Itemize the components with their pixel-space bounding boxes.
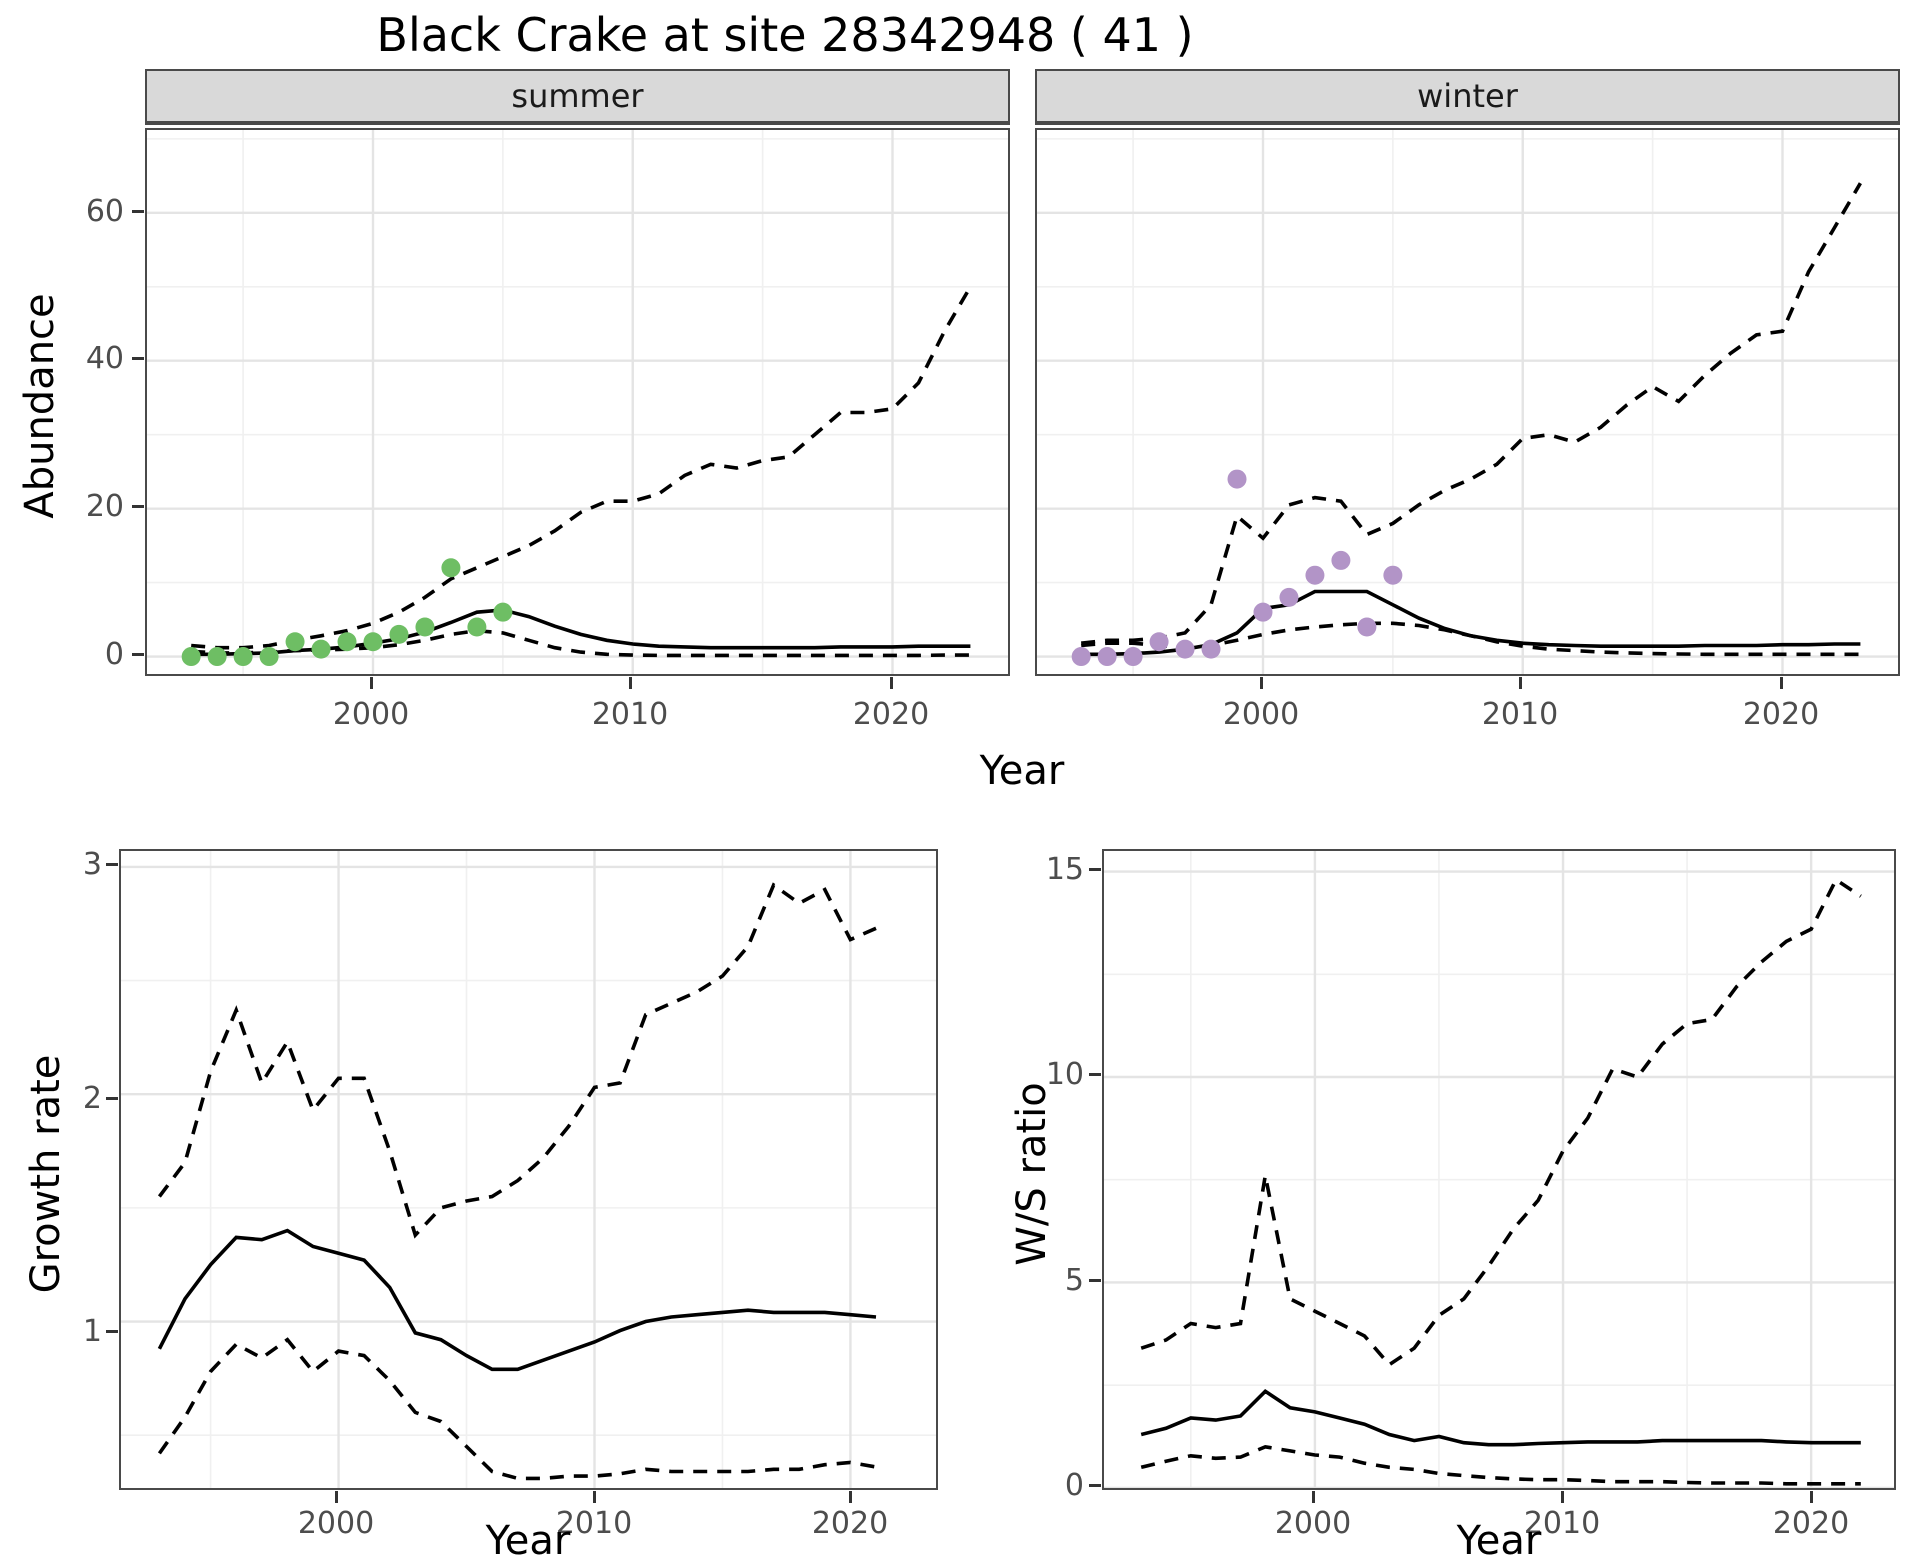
y-tick-label: 2 (82, 1081, 102, 1116)
y-tick-label: 0 (104, 637, 124, 672)
x-tick-mark (849, 1491, 852, 1503)
abundance_winter-point (1253, 602, 1273, 622)
y-axis-title-growth-rate: Growth rate (23, 1054, 69, 1294)
abundance_summer-point (207, 647, 227, 667)
abundance_summer-upper_ci-line (191, 285, 972, 650)
x-tick-mark (1561, 1491, 1564, 1503)
y-tick-label: 0 (1064, 1468, 1084, 1503)
abundance_summer-median-line (191, 608, 971, 657)
x-tick-mark (1780, 677, 1783, 689)
growth-rate-plot (119, 849, 938, 1490)
y-tick-label: 15 (1045, 852, 1084, 887)
x-tick-mark (1260, 677, 1263, 689)
x-tick-label: 2010 (1523, 1506, 1601, 1541)
x-tick-label: 2000 (297, 1506, 375, 1541)
y-tick-mark (106, 863, 118, 866)
x-tick-label: 2010 (1481, 697, 1559, 732)
x-axis-title-year-growth: Year (485, 1518, 571, 1560)
facet-strip-winter: winter (1035, 69, 1900, 125)
x-tick-label: 2020 (811, 1506, 889, 1541)
abundance_summer-point (233, 647, 253, 667)
x-tick-label: 2020 (1772, 1506, 1850, 1541)
abundance_winter-point (1305, 565, 1325, 585)
x-tick-mark (1519, 677, 1522, 689)
abundance_winter-upper_ci-line (1080, 182, 1862, 645)
y-tick-mark (1089, 1279, 1101, 1282)
abundance_winter-point (1201, 639, 1221, 659)
y-tick-mark (132, 357, 144, 360)
ws_ratio-median-line (1140, 1388, 1861, 1447)
abundance_winter-point (1357, 617, 1377, 637)
y-tick-mark (1089, 868, 1101, 871)
abundance_winter-point (1097, 647, 1117, 667)
y-tick-label: 5 (1064, 1263, 1084, 1298)
growth_rate-lower_ci-line (157, 1337, 877, 1481)
ws_ratio-upper_ci-line (1140, 877, 1862, 1367)
abundance_summer-point (415, 617, 435, 637)
growth_rate-median-line (157, 1228, 877, 1372)
abundance_summer-point (181, 647, 201, 667)
y-tick-mark (132, 505, 144, 508)
x-tick-label: 2000 (1274, 1506, 1352, 1541)
abundance_winter-lower_ci-line (1081, 621, 1861, 657)
facet-strip-winter-label: winter (1417, 77, 1518, 115)
abundance_winter-point (1175, 639, 1195, 659)
facet-strip-summer: summer (145, 69, 1010, 125)
abundance_winter-point (1149, 632, 1169, 652)
x-tick-label: 2010 (555, 1506, 633, 1541)
y-tick-mark (132, 210, 144, 213)
ws_ratio-lower_ci-line (1140, 1444, 1861, 1486)
growth_rate-upper_ci-line (157, 882, 877, 1239)
abundance_summer-point (363, 632, 383, 652)
y-tick-label: 40 (85, 341, 124, 376)
x-tick-label: 2000 (1222, 697, 1300, 732)
abundance_winter-point (1123, 647, 1143, 667)
abundance_summer-point (259, 647, 279, 667)
y-tick-mark (1089, 1484, 1101, 1487)
x-tick-label: 2020 (1742, 697, 1820, 732)
y-tick-mark (1089, 1073, 1101, 1076)
y-axis-title-abundance: Abundance (17, 293, 63, 519)
x-tick-mark (629, 677, 632, 689)
y-tick-label: 10 (1045, 1057, 1084, 1092)
abundance_summer-point (467, 617, 487, 637)
abundance_winter-point (1071, 647, 1091, 667)
abundance_summer-point (441, 558, 461, 578)
facet-strip-summer-label: summer (511, 77, 644, 115)
abundance_summer-point (493, 602, 513, 622)
abundance_summer-point (311, 639, 331, 659)
x-tick-mark (890, 677, 893, 689)
abundance_summer-point (285, 632, 305, 652)
y-tick-mark (132, 653, 144, 656)
x-axis-title-year-top: Year (979, 748, 1065, 794)
x-tick-label: 2000 (332, 697, 410, 732)
x-axis-title-year-ws: Year (1456, 1518, 1542, 1560)
ws-ratio-plot (1102, 849, 1896, 1490)
y-tick-label: 60 (85, 194, 124, 229)
x-tick-mark (1312, 1491, 1315, 1503)
y-tick-label: 3 (82, 847, 102, 882)
y-tick-label: 1 (82, 1314, 102, 1349)
x-tick-label: 2010 (591, 697, 669, 732)
abundance_winter-median-line (1081, 589, 1861, 657)
abundance_winter-point (1331, 550, 1351, 570)
abundance_summer-point (337, 632, 357, 652)
y-tick-mark (106, 1330, 118, 1333)
abundance_winter-point (1279, 587, 1299, 607)
x-tick-mark (335, 1491, 338, 1503)
y-axis-title-ws-ratio: W/S ratio (1009, 1082, 1055, 1266)
abundance_winter-point (1383, 565, 1403, 585)
abundance_summer-point (389, 624, 409, 644)
y-tick-mark (106, 1097, 118, 1100)
x-tick-mark (1810, 1491, 1813, 1503)
summer-abundance-plot (145, 128, 1010, 676)
x-tick-mark (593, 1491, 596, 1503)
x-tick-mark (370, 677, 373, 689)
abundance_winter-point (1227, 469, 1247, 489)
winter-abundance-plot (1035, 128, 1900, 676)
y-tick-label: 20 (85, 489, 124, 524)
x-tick-label: 2020 (852, 697, 930, 732)
page-title: Black Crake at site 28342948 ( 41 ) (376, 8, 1194, 62)
